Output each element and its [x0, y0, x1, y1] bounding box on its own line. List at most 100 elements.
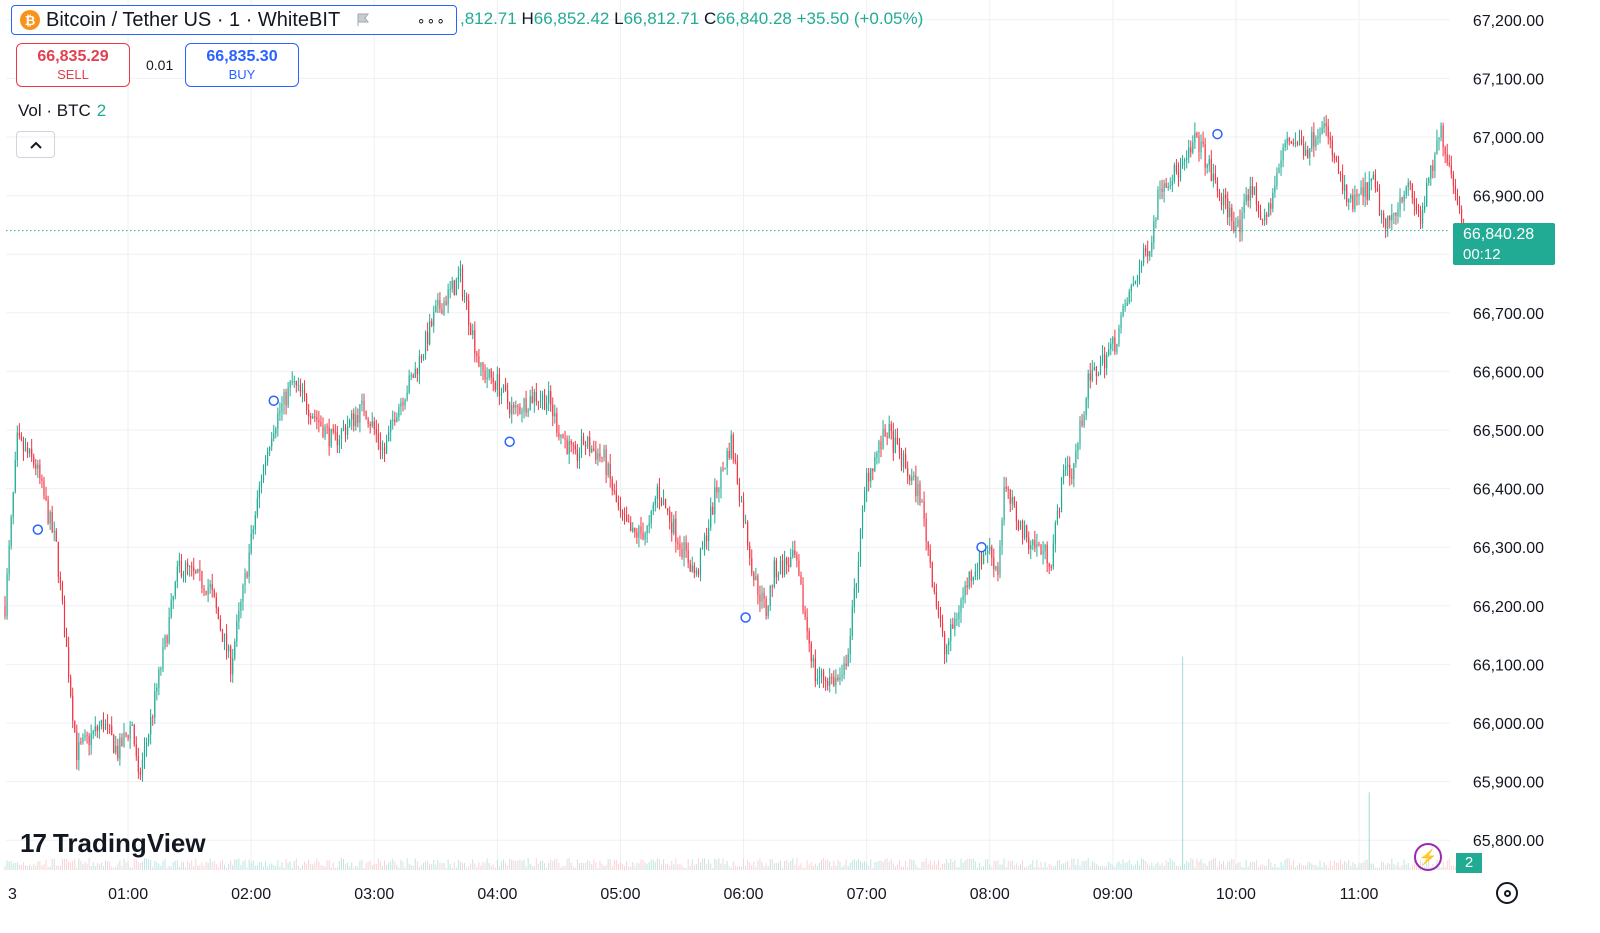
- candle-body: [839, 677, 841, 680]
- candle-body: [1378, 191, 1381, 216]
- candle-body: [474, 330, 476, 354]
- candle-body: [484, 370, 486, 380]
- volume-bar: [96, 862, 98, 870]
- candle-body: [1358, 193, 1360, 197]
- volume-bar: [203, 865, 205, 870]
- flag-icon[interactable]: [356, 13, 370, 27]
- candle-body: [1161, 188, 1163, 192]
- volume-bar: [1301, 865, 1303, 870]
- candle-body: [1303, 143, 1305, 156]
- sell-button[interactable]: 66,835.29 SELL: [16, 43, 130, 87]
- trade-marker[interactable]: [740, 612, 751, 623]
- candle-body: [662, 499, 665, 506]
- volume-bar: [531, 865, 533, 870]
- candle-body: [991, 546, 993, 558]
- candle-body: [687, 550, 689, 564]
- candle-body: [406, 392, 408, 400]
- volume-legend[interactable]: Vol · BTC 2: [18, 101, 106, 121]
- volume-bar: [802, 867, 804, 870]
- volume-bar: [228, 863, 230, 870]
- volume-bar: [511, 859, 513, 870]
- candle-body: [427, 332, 429, 345]
- volume-bar: [1344, 861, 1346, 870]
- volume-bar: [1391, 858, 1393, 870]
- candle-body: [882, 429, 884, 450]
- volume-bar: [1202, 863, 1204, 870]
- candle-body: [642, 532, 644, 540]
- candle-body: [1296, 142, 1299, 145]
- volume-bar: [297, 865, 299, 870]
- candle-body: [656, 486, 658, 499]
- volume-bar: [1362, 862, 1364, 870]
- candle-body: [293, 381, 295, 383]
- candle-body: [1380, 213, 1383, 216]
- price-axis[interactable]: 65,800.00 65,900.00 66,000.00 66,100.00 66,2…: [1473, 13, 1544, 850]
- trade-marker[interactable]: [268, 395, 279, 406]
- symbol-search-button[interactable]: ₿ Bitcoin / Tether US · 1 · WhiteBIT ∘∘∘: [11, 5, 457, 35]
- volume-bar: [400, 859, 402, 870]
- trade-marker[interactable]: [32, 524, 44, 535]
- lightning-icon[interactable]: ⚡: [1414, 843, 1442, 871]
- volume-bar: [882, 861, 884, 870]
- volume-bar: [470, 863, 472, 870]
- candle-body: [1387, 216, 1389, 229]
- volume-bar: [121, 865, 123, 870]
- trade-marker[interactable]: [504, 436, 515, 447]
- volume-bar: [250, 862, 252, 870]
- volume-bar: [466, 867, 468, 870]
- candle-body: [863, 492, 866, 509]
- candle-body: [258, 487, 260, 499]
- volume-bar: [1274, 864, 1276, 870]
- volume-bar: [123, 858, 125, 870]
- candle-body: [673, 518, 675, 534]
- time-axis[interactable]: 3 01:00 02:00 03:00 04:00 05:00 06:00 07:00 08:0…: [8, 886, 1379, 903]
- candle-body: [1194, 132, 1196, 143]
- volume-bar: [45, 859, 47, 870]
- buy-button[interactable]: 66,835.30 BUY: [185, 43, 299, 87]
- candle-body: [135, 744, 137, 757]
- volume-bar: [968, 858, 970, 870]
- volume-bar: [330, 867, 332, 870]
- volume-bar: [232, 864, 234, 870]
- trade-marker[interactable]: [976, 541, 987, 553]
- candle-body: [1409, 182, 1411, 185]
- candle-body: [621, 511, 624, 515]
- volume-bar: [720, 863, 722, 870]
- tradingview-logo[interactable]: 17 TradingView: [20, 828, 206, 859]
- candle-body: [974, 571, 976, 577]
- volume-bar: [1032, 860, 1034, 870]
- candle-body: [937, 606, 940, 616]
- volume-bar: [1040, 861, 1042, 870]
- candle-body: [870, 468, 872, 482]
- volume-bar: [1097, 865, 1099, 870]
- candle-body: [10, 517, 12, 546]
- volume-bar: [654, 861, 656, 870]
- volume-bar: [552, 860, 554, 870]
- candle-body: [742, 500, 745, 523]
- candle-body: [429, 321, 431, 345]
- volume-bar: [533, 866, 535, 870]
- volume-bars: [4, 656, 1473, 870]
- candle-body: [1083, 414, 1085, 426]
- settings-gear-icon[interactable]: [1496, 882, 1518, 904]
- collapse-legend-button[interactable]: [16, 131, 55, 158]
- volume-bar: [347, 862, 349, 870]
- trade-marker[interactable]: [1212, 128, 1223, 140]
- volume-bar: [306, 863, 308, 870]
- volume-bar: [901, 866, 903, 870]
- volume-bar: [1071, 858, 1073, 870]
- candle-body: [433, 312, 435, 326]
- more-icon[interactable]: ∘∘∘: [416, 11, 446, 28]
- candle-body: [396, 416, 398, 422]
- candle-body: [443, 301, 445, 315]
- candle-body: [269, 446, 271, 452]
- volume-bar: [1333, 861, 1335, 870]
- volume-bar: [648, 862, 650, 870]
- volume-bar: [806, 859, 808, 870]
- volume-bar: [1165, 860, 1167, 870]
- volume-bar: [1315, 864, 1317, 870]
- candle-body: [765, 598, 767, 616]
- volume-bar: [546, 867, 548, 870]
- volume-bar: [267, 866, 269, 870]
